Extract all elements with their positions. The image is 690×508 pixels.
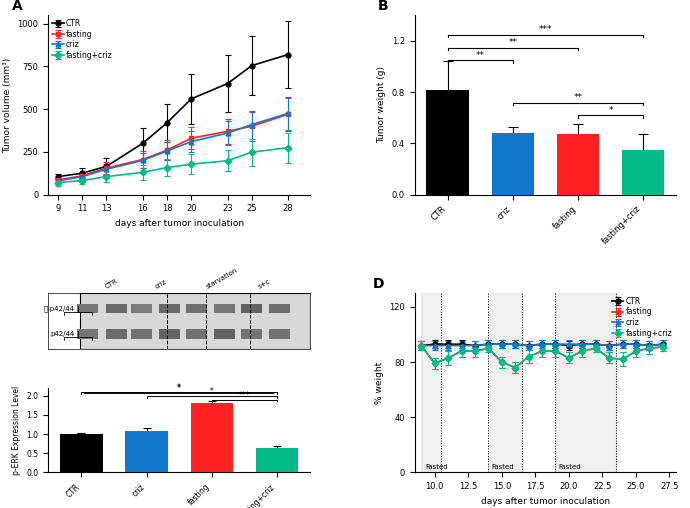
Bar [77,329,98,339]
Legend: CTR, fasting, criz, fasting+criz: CTR, fasting, criz, fasting+criz [612,297,672,337]
Bar [489,293,522,472]
Bar [186,329,206,339]
Bar [269,329,290,339]
Text: *: * [609,106,613,115]
Text: **: ** [475,51,485,60]
Bar [190,403,233,472]
Y-axis label: Tumor weight (g): Tumor weight (g) [377,67,386,143]
Bar [126,431,168,472]
Text: D: D [373,277,384,291]
Bar [159,304,180,313]
Legend: CTR, fasting, criz, fasting+criz: CTR, fasting, criz, fasting+criz [52,19,112,59]
Text: Fasted: Fasted [425,464,448,470]
Bar [555,293,615,472]
Y-axis label: % weight: % weight [375,362,384,404]
X-axis label: days after tumor inoculation: days after tumor inoculation [481,497,610,506]
Bar [241,329,262,339]
Bar [186,304,206,313]
Text: ***: *** [239,391,250,400]
Bar [269,304,290,313]
Bar [555,293,615,472]
Bar [422,293,442,472]
Bar [622,150,664,195]
Bar [489,293,522,472]
Bar [130,304,152,313]
Bar [106,329,127,339]
Bar [159,329,180,339]
Text: Fasted: Fasted [558,464,581,470]
Text: *: * [210,387,214,396]
Bar [422,293,442,472]
Text: criz: criz [155,279,168,291]
Text: Fasted: Fasted [491,464,513,470]
Text: CTR: CTR [105,278,119,291]
Bar [106,304,127,313]
Text: B: B [378,0,388,13]
Y-axis label: p-ERK Expression Level: p-ERK Expression Level [12,386,21,475]
Text: **: ** [509,38,518,47]
Bar [492,133,534,195]
Y-axis label: Tumor volume (mm³): Tumor volume (mm³) [3,57,12,152]
X-axis label: days after tumor inoculation: days after tumor inoculation [115,219,244,228]
Bar [557,134,599,195]
Bar [77,304,98,313]
Text: *: * [177,383,181,392]
Bar [241,304,262,313]
Text: **: ** [573,93,582,102]
Bar [215,304,235,313]
Text: *: * [177,384,181,393]
Bar [60,434,103,472]
Text: A: A [12,0,22,13]
Text: starvation: starvation [206,267,239,291]
Bar [256,448,298,472]
Bar [130,329,152,339]
Text: ***: *** [539,25,552,35]
Bar [426,89,469,195]
Text: s+c: s+c [257,278,272,291]
Bar [80,293,310,350]
Bar [215,329,235,339]
Text: p42/44: p42/44 [50,331,75,337]
Text: ⓟ-p42/44: ⓟ-p42/44 [43,305,75,311]
